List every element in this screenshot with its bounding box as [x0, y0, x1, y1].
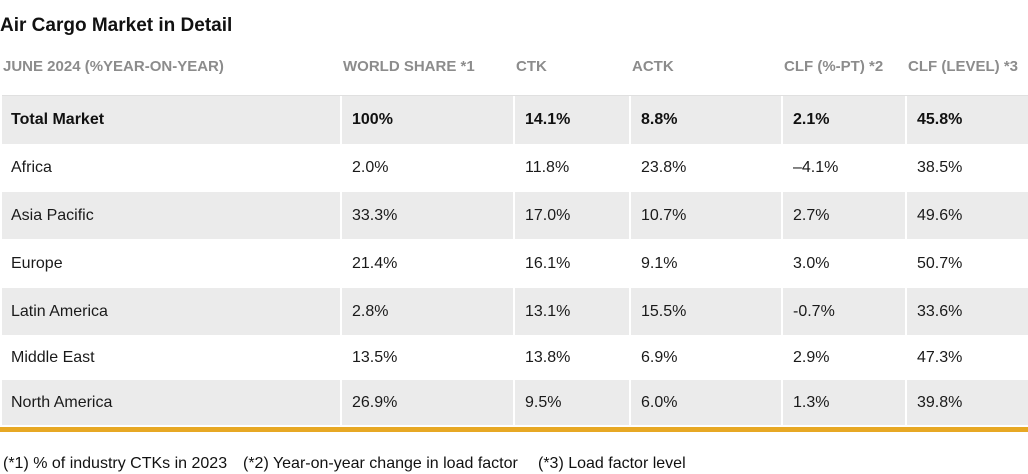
- table-row-europe: Europe 21.4% 16.1% 9.1% 3.0% 50.7%: [2, 239, 1028, 288]
- table-row-total-market: Total Market 100% 14.1% 8.8% 2.1% 45.8%: [2, 96, 1028, 144]
- ctk-africa: 11.8%: [513, 144, 629, 192]
- footnote-clf-level: (*3) Load factor level: [538, 455, 686, 472]
- table-title: Air Cargo Market in Detail: [0, 15, 233, 36]
- world-share-total-market: 100%: [340, 96, 513, 144]
- world-share-asia-pacific: 33.3%: [340, 192, 513, 239]
- actk-north-america: 6.0%: [629, 380, 781, 425]
- actk-europe: 9.1%: [629, 239, 781, 288]
- column-header-clf-pt: CLF (%-PT) *2: [784, 58, 884, 75]
- clf-pt-north-america: 1.3%: [781, 380, 905, 425]
- region-label-asia-pacific: Asia Pacific: [11, 206, 94, 224]
- table-body: Total Market 100% 14.1% 8.8% 2.1% 45.8% …: [2, 95, 1028, 425]
- region-label-total-market: Total Market: [11, 111, 105, 128]
- actk-africa: 23.8%: [629, 144, 781, 192]
- ctk-latin-america: 13.1%: [513, 288, 629, 335]
- clf-pt-europe: 3.0%: [781, 239, 905, 288]
- ctk-middle-east: 13.8%: [513, 335, 629, 380]
- footnote-world-share: (*1) % of industry CTKs in 2023: [3, 455, 228, 472]
- region-label-middle-east: Middle East: [11, 348, 95, 366]
- clf-level-middle-east: 47.3%: [905, 335, 1028, 380]
- table-header-row: JUNE 2024 (%YEAR-ON-YEAR) WORLD SHARE *1…: [2, 58, 1028, 76]
- table-row-africa: Africa 2.0% 11.8% 23.8% –4.1% 38.5%: [2, 144, 1028, 192]
- clf-level-latin-america: 33.6%: [905, 288, 1028, 335]
- clf-level-asia-pacific: 49.6%: [905, 192, 1028, 239]
- clf-pt-total-market: 2.1%: [781, 96, 905, 144]
- column-header-clf-level: CLF (LEVEL) *3: [908, 58, 1019, 75]
- accent-rule: [0, 427, 1028, 432]
- column-header-actk: ACTK: [632, 58, 674, 75]
- actk-middle-east: 6.9%: [629, 335, 781, 380]
- world-share-africa: 2.0%: [340, 144, 513, 192]
- table-row-latin-america: Latin America 2.8% 13.1% 15.5% -0.7% 33.…: [2, 288, 1028, 335]
- clf-pt-asia-pacific: 2.7%: [781, 192, 905, 239]
- world-share-europe: 21.4%: [340, 239, 513, 288]
- column-header-region: JUNE 2024 (%YEAR-ON-YEAR): [3, 58, 224, 75]
- table-row-asia-pacific: Asia Pacific 33.3% 17.0% 10.7% 2.7% 49.6…: [2, 192, 1028, 239]
- clf-level-north-america: 39.8%: [905, 380, 1028, 425]
- ctk-north-america: 9.5%: [513, 380, 629, 425]
- region-label-europe: Europe: [11, 254, 63, 272]
- table-row-north-america: North America 26.9% 9.5% 6.0% 1.3% 39.8%: [2, 380, 1028, 425]
- region-label-north-america: North America: [11, 393, 113, 411]
- clf-pt-middle-east: 2.9%: [781, 335, 905, 380]
- clf-level-africa: 38.5%: [905, 144, 1028, 192]
- ctk-asia-pacific: 17.0%: [513, 192, 629, 239]
- actk-total-market: 8.8%: [629, 96, 781, 144]
- footnote-clf-pt: (*2) Year-on-year change in load factor: [243, 455, 518, 472]
- world-share-latin-america: 2.8%: [340, 288, 513, 335]
- table-row-middle-east: Middle East 13.5% 13.8% 6.9% 2.9% 47.3%: [2, 335, 1028, 380]
- clf-pt-africa: –4.1%: [781, 144, 905, 192]
- clf-level-total-market: 45.8%: [905, 96, 1028, 144]
- world-share-north-america: 26.9%: [340, 380, 513, 425]
- world-share-middle-east: 13.5%: [340, 335, 513, 380]
- actk-latin-america: 15.5%: [629, 288, 781, 335]
- column-header-ctk: CTK: [516, 58, 547, 75]
- column-header-world-share: WORLD SHARE *1: [343, 58, 475, 75]
- region-label-latin-america: Latin America: [11, 302, 108, 320]
- footnotes: (*1) % of industry CTKs in 2023 (*2) Yea…: [0, 455, 1028, 473]
- ctk-total-market: 14.1%: [513, 96, 629, 144]
- actk-asia-pacific: 10.7%: [629, 192, 781, 239]
- clf-pt-latin-america: -0.7%: [781, 288, 905, 335]
- region-label-africa: Africa: [11, 159, 52, 176]
- ctk-europe: 16.1%: [513, 239, 629, 288]
- clf-level-europe: 50.7%: [905, 239, 1028, 288]
